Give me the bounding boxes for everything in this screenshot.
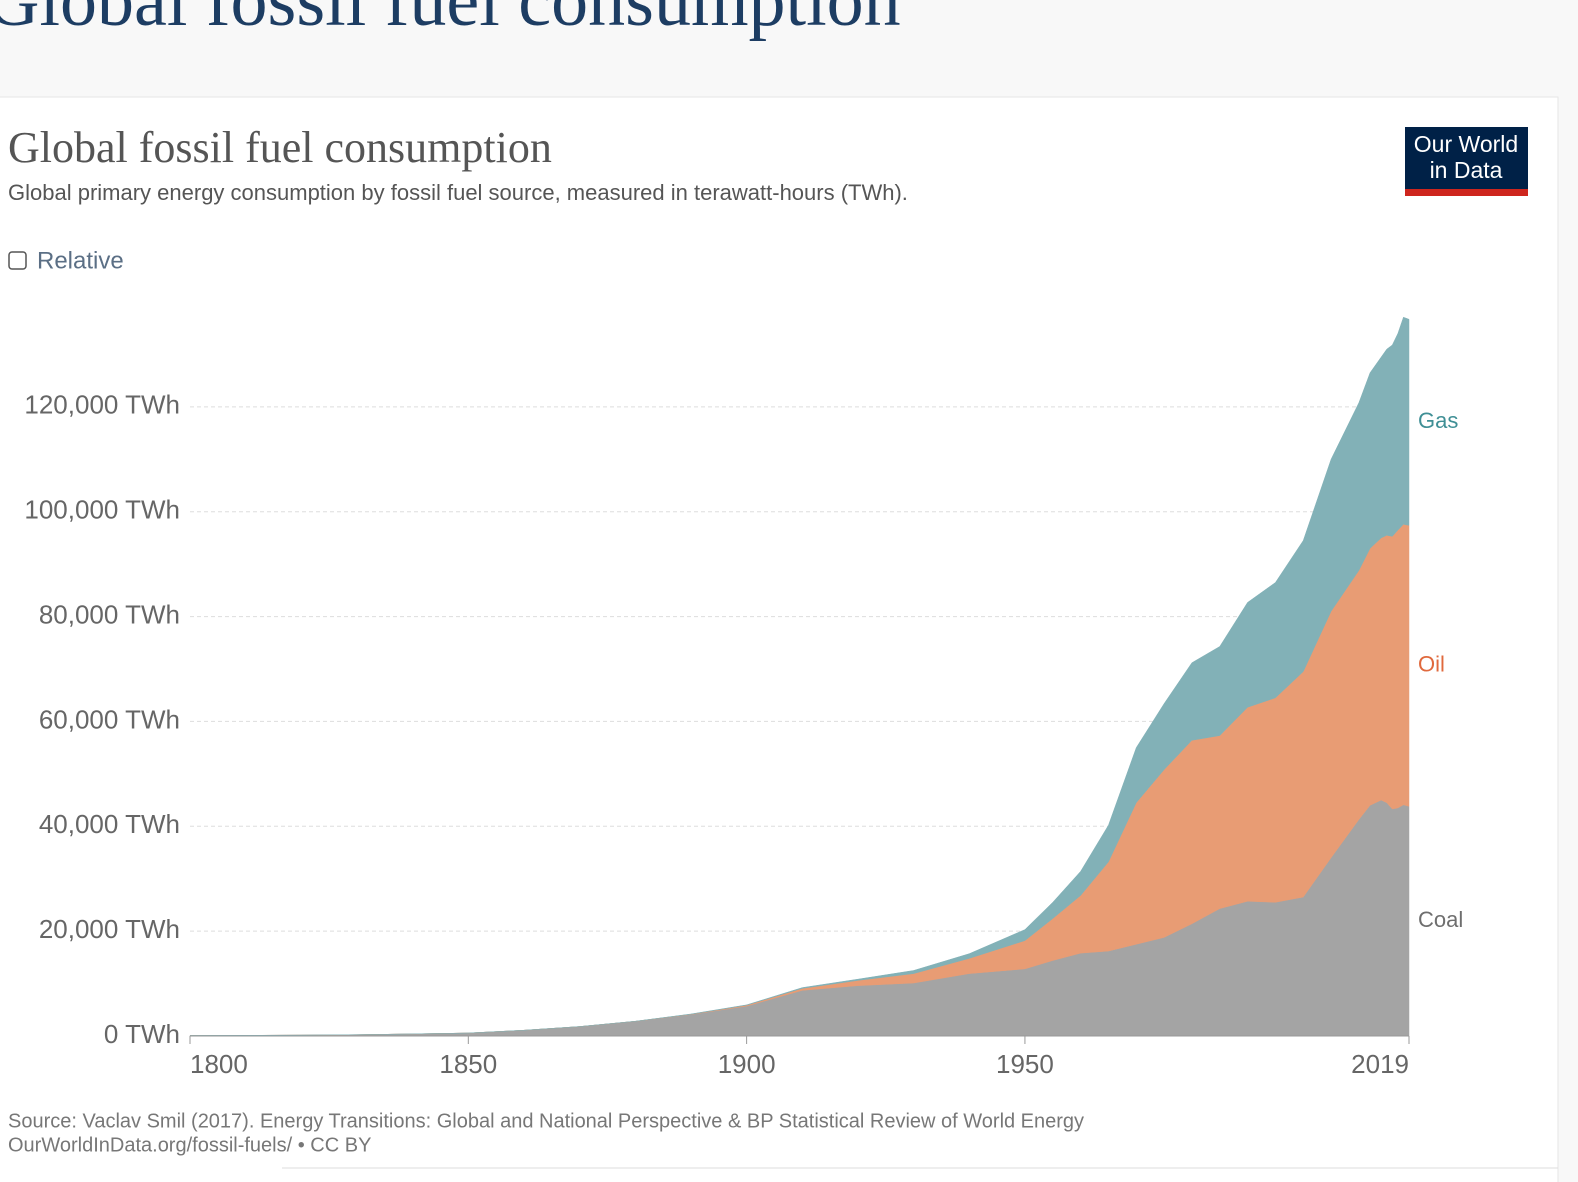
area (189, 316, 1410, 1036)
y-tick-label: 120,000 TWh (24, 390, 180, 420)
relative-label[interactable]: Relative (37, 247, 124, 274)
x-tick-label: 1900 (718, 1049, 776, 1079)
series-label: Oil (1418, 652, 1445, 677)
url[interactable]: OurWorldInData.org/fossil-fuels/ • CC BY (8, 1134, 371, 1156)
y-tick-label: 100,000 TWh (24, 495, 180, 525)
page-heading: Global fossil fuel consumption (0, 0, 901, 42)
y-tick-label: 0 TWh (104, 1019, 180, 1049)
series-label: Gas (1418, 408, 1458, 433)
logo[interactable]: Our World in Data (1405, 127, 1528, 196)
logo-box (1405, 127, 1528, 189)
x-tick-label: 1950 (996, 1049, 1054, 1079)
y-tick-label: 80,000 TWh (39, 599, 180, 629)
plot: 0 TWh 20,000 TWh 40,000 TWh 60,000 TWh 80,00… (24, 316, 1463, 1079)
chart-subtitle: Global primary energy consumption by fos… (8, 180, 908, 205)
y-tick-label: 60,000 TWh (39, 704, 180, 734)
logo-stripe (1405, 189, 1528, 196)
source: Source: Vaclav Smil (2017). Energy Trans… (8, 1110, 1084, 1132)
logo-text: Our World (1414, 131, 1518, 157)
x-tick-label: 2019 (1351, 1049, 1409, 1079)
y-tick-label: 20,000 TWh (39, 914, 180, 944)
y-tick-label: 40,000 TWh (39, 809, 180, 839)
relative-checkbox[interactable] (8, 251, 27, 270)
logo-text: in Data (1430, 157, 1503, 183)
x-tick-label: 1800 (190, 1049, 248, 1079)
chart-title: Global fossil fuel consumption (8, 123, 552, 172)
series-label: Coal (1418, 907, 1463, 932)
x-tick-label: 1850 (439, 1049, 497, 1079)
